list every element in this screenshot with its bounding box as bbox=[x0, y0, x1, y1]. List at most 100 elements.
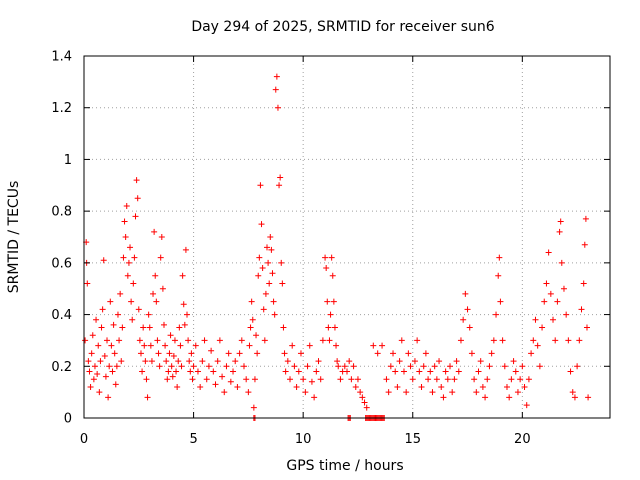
data-point bbox=[266, 280, 273, 287]
data-point bbox=[236, 350, 243, 357]
data-point bbox=[521, 383, 528, 390]
data-point bbox=[479, 383, 486, 390]
data-point bbox=[251, 376, 258, 383]
data-point bbox=[496, 254, 503, 261]
data-point bbox=[101, 352, 108, 359]
data-point bbox=[203, 376, 210, 383]
data-point bbox=[486, 363, 493, 370]
data-point bbox=[243, 376, 250, 383]
data-point bbox=[278, 259, 285, 266]
data-point bbox=[84, 280, 91, 287]
data-point bbox=[225, 350, 232, 357]
data-point bbox=[223, 363, 230, 370]
data-point bbox=[525, 376, 532, 383]
x-tick-label: 5 bbox=[189, 432, 197, 447]
data-point bbox=[337, 376, 344, 383]
data-point bbox=[433, 376, 440, 383]
data-point bbox=[227, 378, 234, 385]
data-point bbox=[189, 376, 196, 383]
data-point bbox=[250, 404, 257, 411]
data-point bbox=[255, 272, 262, 279]
data-point bbox=[571, 394, 578, 401]
data-point bbox=[293, 383, 300, 390]
data-point bbox=[108, 342, 115, 349]
data-point bbox=[238, 337, 245, 344]
data-point bbox=[120, 254, 127, 261]
data-point bbox=[506, 394, 513, 401]
data-point bbox=[107, 298, 114, 305]
data-point bbox=[106, 363, 113, 370]
data-point bbox=[154, 337, 161, 344]
data-point bbox=[89, 332, 96, 339]
data-point bbox=[477, 358, 484, 365]
data-point bbox=[565, 337, 572, 344]
data-point bbox=[164, 376, 171, 383]
data-point bbox=[125, 259, 132, 266]
data-point bbox=[455, 368, 462, 375]
data-point bbox=[550, 316, 557, 323]
data-point bbox=[333, 342, 340, 349]
data-point bbox=[514, 389, 521, 396]
data-point bbox=[536, 363, 543, 370]
data-point bbox=[300, 376, 307, 383]
data-point bbox=[473, 389, 480, 396]
data-point bbox=[350, 363, 357, 370]
data-point bbox=[141, 342, 148, 349]
data-point bbox=[87, 383, 94, 390]
data-point bbox=[532, 316, 539, 323]
data-point bbox=[86, 368, 93, 375]
data-point bbox=[273, 73, 280, 80]
data-point bbox=[210, 368, 217, 375]
data-point bbox=[187, 368, 194, 375]
data-point bbox=[447, 363, 454, 370]
data-point bbox=[160, 321, 167, 328]
data-point bbox=[414, 337, 421, 344]
data-point bbox=[121, 218, 128, 225]
data-point bbox=[578, 306, 585, 313]
data-point bbox=[165, 368, 172, 375]
data-point bbox=[257, 182, 264, 189]
data-point bbox=[539, 324, 546, 331]
data-point bbox=[139, 368, 146, 375]
data-point bbox=[170, 352, 177, 359]
data-point bbox=[488, 350, 495, 357]
data-point bbox=[248, 298, 255, 305]
data-point bbox=[142, 358, 149, 365]
data-point bbox=[420, 363, 427, 370]
data-point bbox=[543, 280, 550, 287]
data-point bbox=[329, 272, 336, 279]
data-point bbox=[214, 358, 221, 365]
data-point bbox=[219, 373, 226, 380]
x-tick-label: 20 bbox=[514, 432, 531, 447]
data-point bbox=[262, 290, 269, 297]
data-point bbox=[112, 381, 119, 388]
data-point bbox=[438, 383, 445, 390]
data-point bbox=[151, 228, 158, 235]
data-point bbox=[150, 290, 157, 297]
data-point bbox=[127, 244, 134, 251]
data-point bbox=[557, 218, 564, 225]
data-point bbox=[327, 311, 334, 318]
data-point bbox=[197, 383, 204, 390]
data-point bbox=[528, 350, 535, 357]
data-point bbox=[357, 389, 364, 396]
data-point bbox=[98, 324, 105, 331]
data-point bbox=[370, 342, 377, 349]
y-tick-label: 0.6 bbox=[51, 256, 72, 271]
data-point bbox=[344, 368, 350, 375]
data-point bbox=[493, 311, 500, 318]
data-point bbox=[547, 290, 554, 297]
x-tick-label: 15 bbox=[404, 432, 421, 447]
data-point bbox=[569, 389, 576, 396]
data-point bbox=[567, 368, 574, 375]
data-point bbox=[289, 342, 296, 349]
data-point bbox=[144, 394, 151, 401]
data-point bbox=[261, 337, 268, 344]
data-point bbox=[132, 213, 139, 220]
data-point bbox=[99, 306, 106, 313]
data-point bbox=[409, 376, 416, 383]
data-point bbox=[159, 285, 166, 292]
data-point bbox=[503, 383, 510, 390]
data-point bbox=[90, 376, 97, 383]
